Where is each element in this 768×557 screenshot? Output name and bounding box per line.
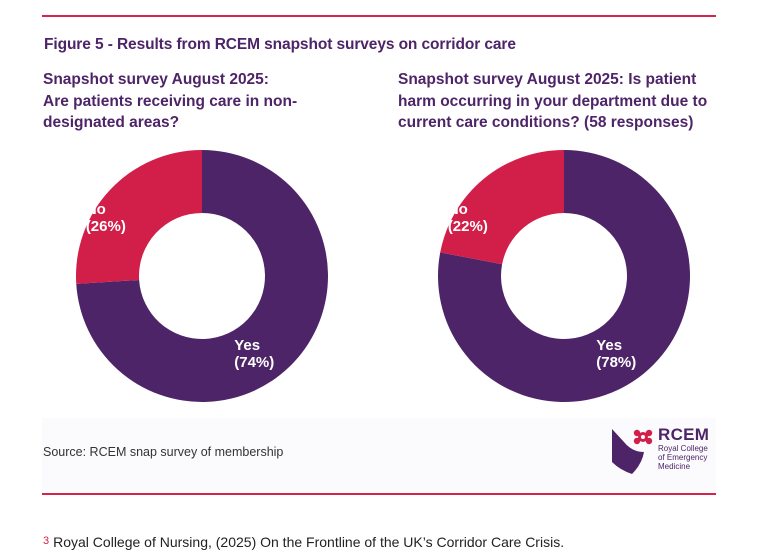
slice-value-yes: (74%) (234, 354, 274, 371)
source-note: Source: RCEM snap survey of membership (43, 445, 284, 459)
chart-2-title-line: current care conditions? (58 responses) (398, 114, 694, 131)
logo-name-line: Medicine (658, 462, 691, 471)
bottom-divider (42, 493, 716, 495)
slice-value-no: (26%) (86, 218, 126, 235)
rcem-logo-text: RCEM Royal College of Emergency Medicine (658, 425, 718, 472)
slice-label-no: No (448, 201, 468, 218)
donut-slice-no (76, 150, 202, 284)
slice-value-no: (22%) (448, 218, 488, 235)
donut-chart-patient-harm: Yes(78%) No(22%) (438, 150, 690, 402)
chart-2-title-line: Snapshot survey August 2025: Is patient (398, 71, 697, 88)
chart-1-title: Snapshot survey August 2025: Are patient… (43, 69, 297, 134)
logo-name-line: of Emergency (658, 453, 708, 462)
donut-slice-yes (76, 150, 329, 402)
footnote-text: Royal College of Nursing, (2025) On the … (53, 534, 565, 550)
chart-1-title-line: Are patients receiving care in non- (43, 92, 298, 110)
donut-slice-no (440, 150, 564, 265)
footnote-number: 3 (43, 535, 50, 547)
slice-label-yes: Yes (234, 337, 260, 354)
slice-label-no: No (86, 201, 106, 218)
rcem-logo-icon (612, 429, 653, 474)
figure-title: Figure 5 - Results from RCEM snapshot su… (44, 36, 516, 53)
chart-1-title-line: Snapshot survey August 2025: (43, 71, 269, 88)
footnote: 3 Royal College of Nursing, (2025) On the… (43, 534, 564, 550)
donut-slice-yes (438, 150, 690, 402)
top-divider (42, 15, 716, 17)
chart-2-title-line: harm occurring in your department due to (398, 92, 708, 110)
logo-abbreviation: RCEM (658, 425, 710, 444)
source-panel (42, 418, 716, 492)
slice-value-yes: (78%) (596, 354, 636, 371)
slice-label-yes: Yes (596, 337, 622, 354)
chart-1-title-line: designated areas? (43, 114, 180, 131)
chart-2-title: Snapshot survey August 2025: Is patient … (398, 69, 707, 134)
donut-chart-care-locations: Yes(74%) No(26%) (76, 150, 329, 402)
logo-name-line: Royal College (658, 444, 708, 453)
